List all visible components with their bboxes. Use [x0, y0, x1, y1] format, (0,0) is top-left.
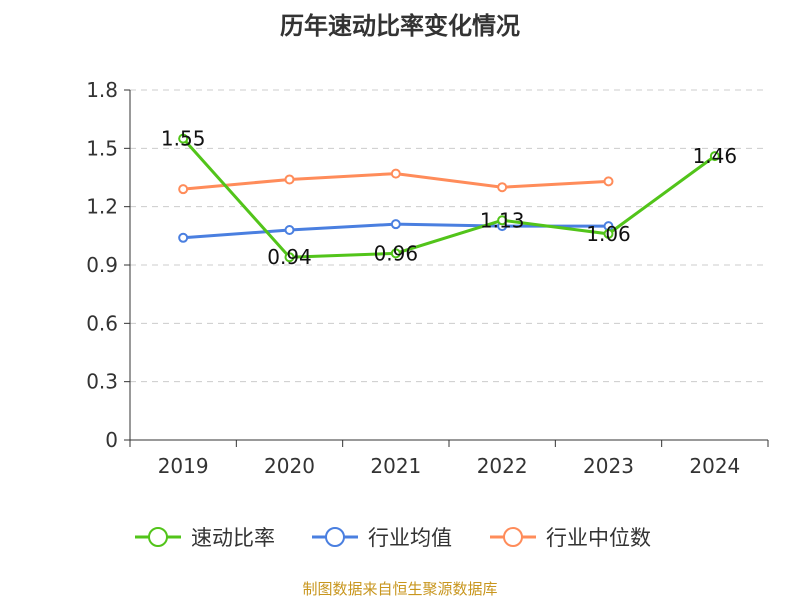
x-tick-label: 2020: [264, 454, 315, 478]
data-point: [284, 225, 295, 235]
y-tick-label: 0.9: [86, 253, 118, 277]
legend-label: 速动比率: [191, 526, 275, 550]
data-label: 1.46: [693, 144, 738, 168]
y-tick-label: 0.3: [86, 370, 118, 394]
chart-title: 历年速动比率变化情况: [280, 12, 520, 40]
legend-label: 行业均值: [368, 526, 452, 550]
y-tick-label: 0.6: [86, 311, 118, 335]
data-label: 1.55: [161, 127, 206, 151]
legend-marker: [325, 527, 345, 547]
data-point: [497, 215, 508, 226]
data-point: [390, 219, 401, 230]
data-point: [178, 133, 189, 144]
x-tick-label: 2024: [689, 454, 740, 478]
y-tick-label: 0: [105, 428, 118, 452]
legend-marker: [148, 527, 168, 547]
source-note: 制图数据来自恒生聚源数据库: [302, 580, 498, 598]
legend-marker: [503, 527, 523, 547]
data-label: 0.94: [267, 245, 312, 269]
data-point: [390, 168, 401, 179]
data-label: 1.06: [586, 222, 631, 246]
data-point: [603, 176, 614, 187]
data-point: [497, 182, 508, 193]
y-tick-label: 1.8: [86, 78, 118, 102]
y-tick-label: 1.5: [86, 136, 118, 160]
data-point: [390, 248, 401, 259]
data-point: [284, 174, 295, 185]
legend-label: 行业中位数: [546, 526, 651, 550]
data-label: 0.96: [374, 241, 419, 265]
x-tick-label: 2023: [583, 454, 634, 478]
data-point: [284, 252, 295, 263]
data-point: [178, 184, 189, 195]
data-point: [603, 228, 614, 239]
data-point: [709, 151, 720, 162]
x-tick-label: 2021: [370, 454, 421, 478]
x-tick-label: 2019: [158, 454, 209, 478]
x-tick-label: 2022: [477, 454, 528, 478]
series-line-0: [182, 137, 716, 259]
y-tick-label: 1.2: [86, 195, 118, 219]
data-label: 1.13: [480, 208, 525, 232]
data-point: [178, 232, 189, 243]
